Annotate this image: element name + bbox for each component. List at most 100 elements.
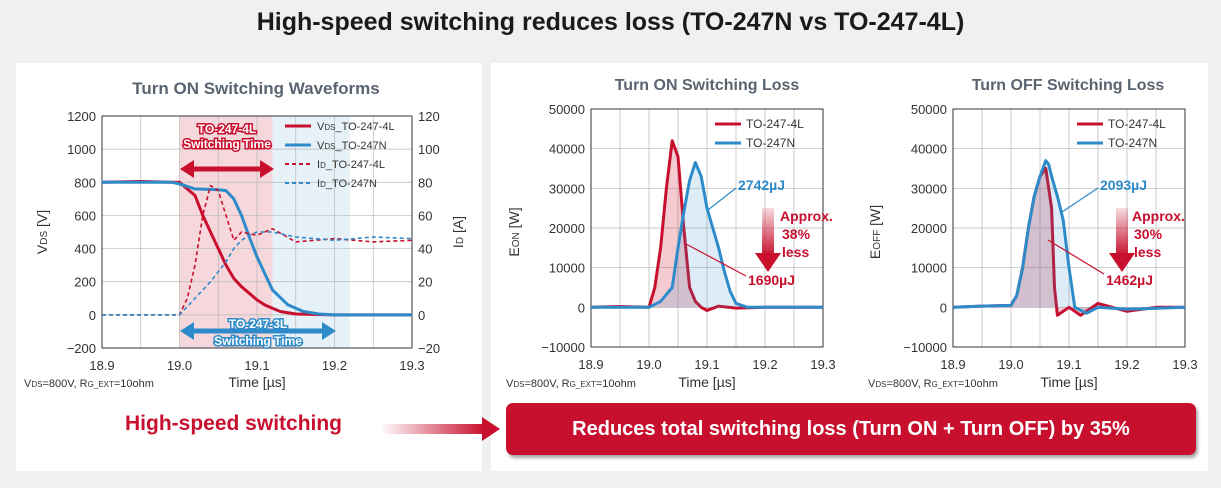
reduction-line3: less bbox=[1134, 244, 1161, 260]
reduction-line3: less bbox=[782, 244, 809, 260]
y-ticks: 1200 1000 800 600 400 200 0 −200 bbox=[67, 109, 96, 356]
region-4l-label2: Switching Time bbox=[183, 137, 271, 151]
x-tick-label: 18.9 bbox=[89, 358, 114, 373]
legend-item-n: TO-247N bbox=[746, 136, 795, 150]
annot-red-leader bbox=[685, 243, 747, 277]
annot-blue-leader bbox=[1061, 187, 1099, 213]
x-tick-label: 19.0 bbox=[998, 357, 1023, 372]
region-4l-arrow bbox=[180, 160, 274, 178]
annot-red-value: 1462µJ bbox=[1106, 272, 1153, 288]
y-tick-label: 0 bbox=[89, 308, 96, 323]
x-axis-label: Time [µs] bbox=[1040, 374, 1097, 390]
series-group bbox=[591, 139, 823, 312]
y-tick-label: 400 bbox=[74, 242, 96, 257]
y-tick-label: 1000 bbox=[67, 142, 96, 157]
plot-frame bbox=[101, 115, 413, 349]
x-ticks: 18.9 19.0 19.1 19.2 19.3 bbox=[940, 357, 1197, 372]
annot-blue-value: 2742µJ bbox=[738, 177, 785, 193]
chart-title: Turn ON Switching Waveforms bbox=[132, 79, 379, 98]
turn-off-loss-chart: Turn OFF Switching Loss 50000 40000 30000 2… bbox=[867, 77, 1198, 390]
legend-item-vds-4l: VDS_TO-247-4L bbox=[317, 121, 395, 133]
chart-title: Turn OFF Switching Loss bbox=[972, 77, 1165, 94]
series-area bbox=[953, 160, 1185, 314]
series-group bbox=[102, 180, 412, 317]
reduction-line1: Approx. bbox=[1132, 208, 1185, 224]
y-tick-label: 50000 bbox=[549, 102, 585, 117]
reduction-line1: Approx. bbox=[780, 208, 833, 224]
plot-frame bbox=[952, 108, 1186, 348]
x-tick-label: 19.1 bbox=[1056, 357, 1081, 372]
y-axis-label: VDS [V] bbox=[34, 210, 50, 254]
y2-tick-label: −20 bbox=[418, 341, 440, 356]
y-tick-label: 800 bbox=[74, 175, 96, 190]
x-axis-label: Time [µs] bbox=[228, 374, 285, 390]
y-tick-label: 40000 bbox=[911, 142, 947, 157]
turn-on-loss-chart: Turn ON Switching Loss 50000 40000 30000 20… bbox=[506, 77, 836, 390]
x-tick-label: 19.0 bbox=[636, 357, 661, 372]
high-speed-label: High-speed switching bbox=[125, 412, 343, 435]
series-line bbox=[591, 139, 823, 312]
connector-arrow bbox=[380, 417, 500, 441]
y-axis-label: EON [W] bbox=[506, 207, 522, 256]
region-3l-arrow bbox=[180, 322, 336, 340]
x-tick-label: 18.9 bbox=[578, 357, 603, 372]
y2-tick-label: 60 bbox=[418, 208, 432, 223]
series-line bbox=[102, 184, 412, 316]
conditions: VDS=800V, RG_EXT=10ohm bbox=[506, 378, 636, 390]
plot-frame bbox=[590, 108, 824, 348]
conditions: VDS=800V, RG_EXT=10ohm bbox=[24, 378, 154, 390]
x-ticks: 18.9 19.0 19.1 19.2 19.3 bbox=[89, 358, 424, 373]
legend-item-id-n: ID_TO-247N bbox=[317, 178, 377, 190]
shade-3l bbox=[272, 116, 350, 348]
y-tick-label: 50000 bbox=[911, 102, 947, 117]
legend-item-vds-n: VDS_TO-247N bbox=[317, 140, 387, 152]
legend: TO-247-4L TO-247N bbox=[1077, 117, 1166, 150]
x-tick-label: 19.0 bbox=[167, 358, 192, 373]
y-ticks: 50000 40000 30000 20000 10000 0 −10000 bbox=[903, 102, 947, 355]
annot-blue-leader bbox=[707, 187, 737, 211]
y2-axis-label: ID [A] bbox=[450, 216, 466, 248]
legend: TO-247-4L TO-247N bbox=[715, 117, 804, 150]
legend-item-id-4l: ID_TO-247-4L bbox=[317, 159, 385, 171]
conditions: VDS=800V, RG_EXT=10ohm bbox=[868, 378, 998, 390]
y-tick-label: 20000 bbox=[549, 221, 585, 236]
x-tick-label: 19.2 bbox=[752, 357, 777, 372]
region-3l-label2: Switching Time bbox=[214, 334, 302, 348]
legend-item-n: TO-247N bbox=[1108, 136, 1157, 150]
legend: VDS_TO-247-4L VDS_TO-247N ID_TO-247-4L I… bbox=[285, 121, 395, 190]
series-line bbox=[102, 180, 412, 317]
series-area bbox=[591, 162, 823, 308]
y2-ticks: 120 100 80 60 40 20 0 −20 bbox=[418, 109, 440, 356]
y-tick-label: 30000 bbox=[911, 181, 947, 196]
y-tick-label: 200 bbox=[74, 275, 96, 290]
series-group bbox=[953, 159, 1185, 317]
reduction-line2: 30% bbox=[1134, 226, 1163, 242]
x-axis-label: Time [µs] bbox=[678, 374, 735, 390]
series-line bbox=[102, 180, 412, 317]
y-tick-label: 10000 bbox=[549, 261, 585, 276]
left-panel bbox=[16, 63, 482, 471]
result-banner: Reduces total switching loss (Turn ON + … bbox=[506, 403, 1196, 455]
y2-tick-label: 80 bbox=[418, 175, 432, 190]
legend-item-4l: TO-247-4L bbox=[746, 117, 804, 131]
x-tick-label: 19.1 bbox=[694, 357, 719, 372]
y-tick-label: 20000 bbox=[911, 221, 947, 236]
chart-title: Turn ON Switching Loss bbox=[615, 77, 800, 94]
region-4l-label1: TO-247-4L bbox=[198, 122, 256, 136]
x-tick-label: 19.2 bbox=[322, 358, 347, 373]
x-tick-label: 19.1 bbox=[244, 358, 269, 373]
y2-tick-label: 100 bbox=[418, 142, 440, 157]
x-tick-label: 19.2 bbox=[1114, 357, 1139, 372]
y-tick-label: −10000 bbox=[903, 340, 947, 355]
series-line bbox=[591, 161, 823, 309]
series-line bbox=[953, 159, 1185, 315]
y2-tick-label: 0 bbox=[418, 308, 425, 323]
y-tick-label: 0 bbox=[578, 300, 585, 315]
x-tick-label: 18.9 bbox=[940, 357, 965, 372]
x-tick-label: 19.3 bbox=[399, 358, 424, 373]
waveforms-chart: Turn ON Switching Waveforms 120010008006… bbox=[24, 79, 466, 390]
reduction-line2: 38% bbox=[782, 226, 811, 242]
region-3l-label1: TO-247-3L bbox=[229, 317, 287, 331]
annot-red-value: 1690µJ bbox=[748, 272, 795, 288]
